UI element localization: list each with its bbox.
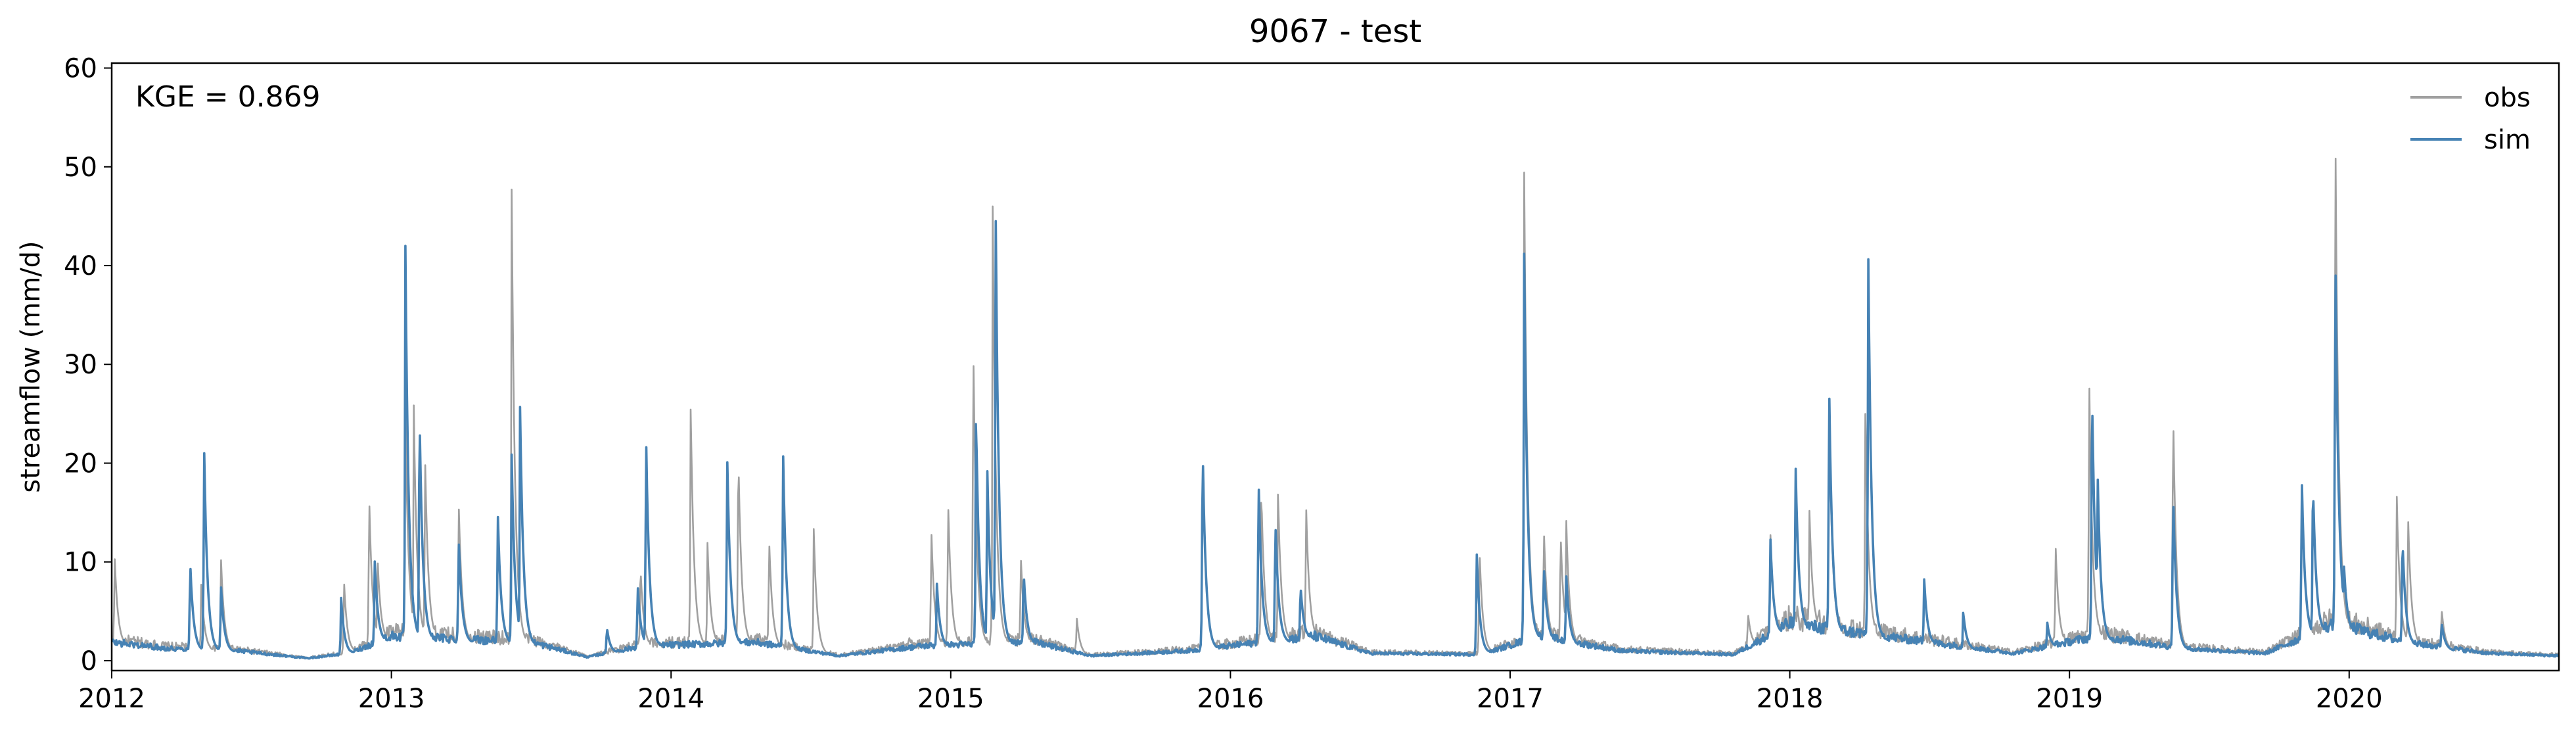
x-tick-label: 2014 — [637, 684, 704, 714]
plot-frame — [110, 62, 2560, 672]
legend-obs-label: obs — [2484, 83, 2531, 113]
y-tick-label: 40 — [64, 251, 97, 281]
y-tick-label: 30 — [64, 350, 97, 380]
x-tick-label: 2015 — [917, 684, 984, 714]
y-tick-label: 60 — [64, 54, 97, 84]
y-axis-label: streamflow (mm/d) — [16, 241, 46, 492]
y-tick-label: 20 — [64, 448, 97, 479]
x-tick-label: 2019 — [2036, 684, 2103, 714]
y-axis: 0 10 20 30 40 50 60 — [64, 54, 112, 676]
plot-lines — [112, 157, 2559, 660]
sim-series-line — [112, 220, 2559, 660]
legend: obs sim — [2410, 83, 2531, 155]
y-tick-label: 10 — [64, 548, 97, 578]
x-tick-label: 2012 — [78, 684, 145, 714]
x-tick-label: 2016 — [1197, 684, 1264, 714]
x-tick-label: 2018 — [1757, 684, 1824, 714]
x-tick-label: 2020 — [2316, 684, 2383, 714]
x-tick-label: 2013 — [358, 684, 425, 714]
legend-sim-label: sim — [2484, 125, 2531, 155]
y-tick-label: 50 — [64, 153, 97, 183]
y-tick-label: 0 — [81, 646, 97, 676]
x-axis: 2012 2013 2014 2015 2016 2017 2018 2019 2020 — [78, 671, 2383, 714]
kge-annotation: KGE = 0.869 — [135, 80, 321, 114]
x-tick-label: 2017 — [1477, 684, 1544, 714]
chart-title: 9067 - test — [1249, 13, 1421, 50]
